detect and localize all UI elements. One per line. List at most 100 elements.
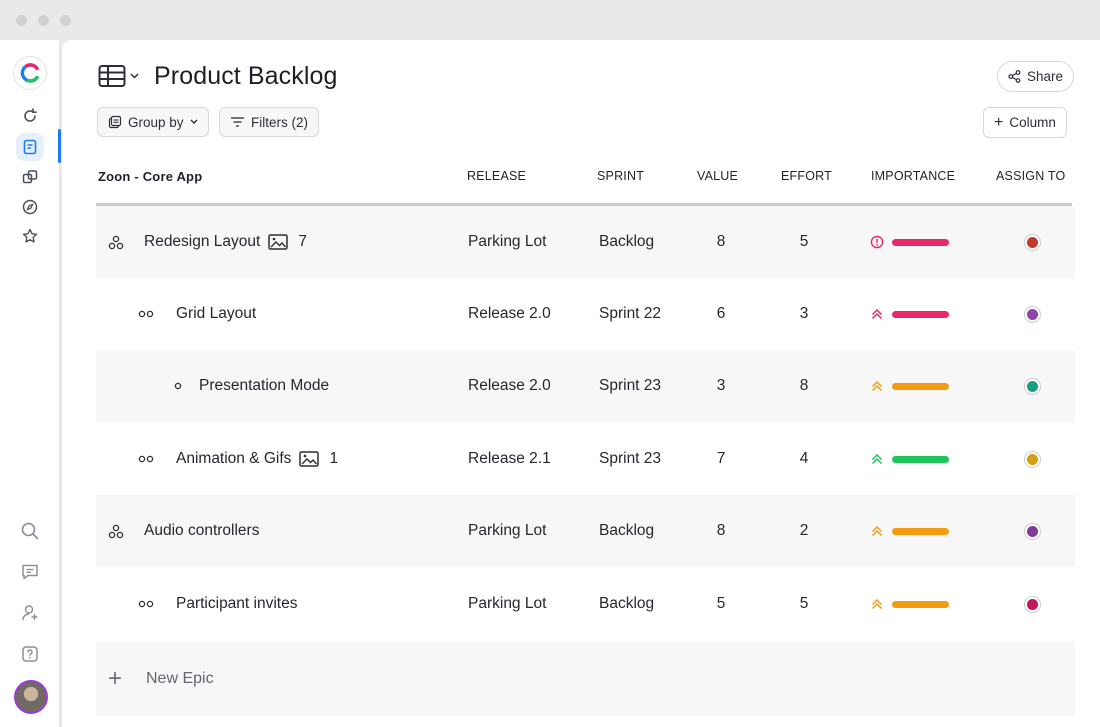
document-icon[interactable] [16,133,44,161]
filter-icon [231,117,244,127]
filters-button[interactable]: Filters (2) [219,107,319,137]
effort-cell[interactable]: 5 [799,595,809,612]
value-cell[interactable]: 8 [716,522,726,539]
assignee-cell[interactable] [1025,350,1040,422]
importance-medium-icon [870,379,884,393]
group-by-button[interactable]: Group by [97,107,209,137]
story-type-icon [138,568,154,640]
table-row[interactable]: Redesign Layout 7 Parking Lot Backlog 8 5 [96,206,1075,278]
assignee-cell[interactable] [1025,568,1040,640]
importance-medium-icon [870,524,884,538]
importance-cell[interactable] [870,568,949,640]
new-epic-button[interactable]: + New Epic [96,642,1075,716]
assignee-cell[interactable] [1025,206,1040,278]
importance-cell[interactable] [870,350,949,422]
table-row[interactable]: Audio controllers Parking Lot Backlog 8 2 [96,495,1075,567]
importance-cell[interactable] [870,423,949,495]
importance-bar [892,382,949,390]
app-logo[interactable] [13,56,47,90]
value-cell[interactable]: 7 [716,450,726,467]
compass-icon[interactable] [16,193,44,221]
importance-cell[interactable] [870,206,949,278]
release-cell[interactable]: Release 2.0 [468,305,551,322]
layers-icon[interactable] [16,163,44,191]
item-name-cell[interactable]: Presentation Mode [199,350,329,422]
item-name[interactable]: Animation & Gifs [176,450,292,467]
item-name[interactable]: Audio controllers [144,522,260,539]
table-row[interactable]: Presentation Mode Release 2.0 Sprint 23 3 8 [96,350,1075,422]
value-cell[interactable]: 3 [716,377,726,394]
value-cell[interactable]: 6 [716,305,726,322]
release-cell[interactable]: Release 2.0 [468,377,551,394]
effort-cell[interactable]: 5 [799,233,809,250]
importance-critical-icon [870,235,884,249]
column-header-importance[interactable]: IMPORTANCE [871,169,956,183]
window-minimize-dot[interactable] [38,15,49,26]
column-header-sprint[interactable]: SPRINT [597,169,645,183]
release-cell[interactable]: Parking Lot [468,233,547,250]
assignee-avatar[interactable] [1025,596,1040,612]
item-name-cell[interactable]: Redesign Layout 7 [144,206,307,278]
table-view-icon [98,65,126,87]
item-name-cell[interactable]: Grid Layout [176,278,256,350]
assignee-avatar[interactable] [1025,378,1040,394]
release-cell[interactable]: Release 2.1 [468,450,551,467]
item-name-cell[interactable]: Animation & Gifs 1 [176,423,338,495]
table-row[interactable]: Participant invites Parking Lot Backlog 5 5 [96,568,1075,640]
release-cell[interactable]: Parking Lot [468,595,547,612]
effort-cell[interactable]: 3 [799,305,809,322]
help-icon[interactable] [16,640,44,668]
assignee-avatar[interactable] [1025,234,1040,250]
importance-cell[interactable] [870,278,949,350]
assignee-avatar[interactable] [1025,306,1040,322]
share-button[interactable]: Share [997,61,1075,92]
value-cell[interactable]: 8 [716,233,726,250]
window-close-dot[interactable] [16,15,27,26]
share-icon [1008,70,1021,83]
table-row[interactable]: Animation & Gifs 1 Release 2.1 Sprint 23 7 4 [96,423,1075,495]
window-titlebar [0,0,1100,40]
table-row[interactable]: Grid Layout Release 2.0 Sprint 22 6 3 [96,278,1075,350]
sprint-cell[interactable]: Backlog [599,595,655,612]
search-icon[interactable] [16,517,44,545]
assignee-avatar[interactable] [1025,523,1040,539]
image-icon [268,234,289,250]
importance-bar [892,527,949,535]
assignee-avatar[interactable] [1025,451,1040,467]
add-column-button[interactable]: + Column [983,107,1067,138]
chevron-down-icon [190,119,198,124]
assignee-cell[interactable] [1025,423,1040,495]
item-name[interactable]: Grid Layout [176,305,257,322]
value-cell[interactable]: 5 [716,595,726,612]
sprint-cell[interactable]: Sprint 22 [599,305,662,322]
column-header-assign-to[interactable]: ASSIGN TO [996,169,1066,183]
sprint-cell[interactable]: Sprint 23 [599,450,662,467]
add-user-icon[interactable] [16,599,44,627]
item-name-cell[interactable]: Audio controllers [144,495,259,567]
effort-cell[interactable]: 8 [799,377,809,394]
item-name[interactable]: Participant invites [176,595,298,612]
window-maximize-dot[interactable] [60,15,71,26]
column-header-release[interactable]: RELEASE [467,169,527,183]
view-switcher[interactable] [98,64,139,88]
sprint-cell[interactable]: Backlog [599,522,655,539]
release-cell[interactable]: Parking Lot [468,522,547,539]
sprint-cell[interactable]: Sprint 23 [599,377,662,394]
assignee-cell[interactable] [1025,495,1040,567]
effort-cell[interactable]: 4 [799,450,809,467]
star-icon[interactable] [16,222,44,250]
current-user-avatar[interactable] [14,680,48,714]
assignee-cell[interactable] [1025,278,1040,350]
sprint-cell[interactable]: Backlog [599,233,655,250]
importance-cell[interactable] [870,495,949,567]
column-header-effort[interactable]: EFFORT [781,169,832,183]
item-name[interactable]: Redesign Layout [144,233,261,250]
group-icon [108,115,122,129]
item-name-cell[interactable]: Participant invites [176,568,297,640]
refresh-icon[interactable] [16,102,44,130]
column-header-value[interactable]: VALUE [697,169,739,183]
message-icon[interactable] [16,558,44,586]
effort-cell[interactable]: 2 [799,522,809,539]
importance-high-icon [870,307,884,321]
item-name[interactable]: Presentation Mode [199,377,330,394]
